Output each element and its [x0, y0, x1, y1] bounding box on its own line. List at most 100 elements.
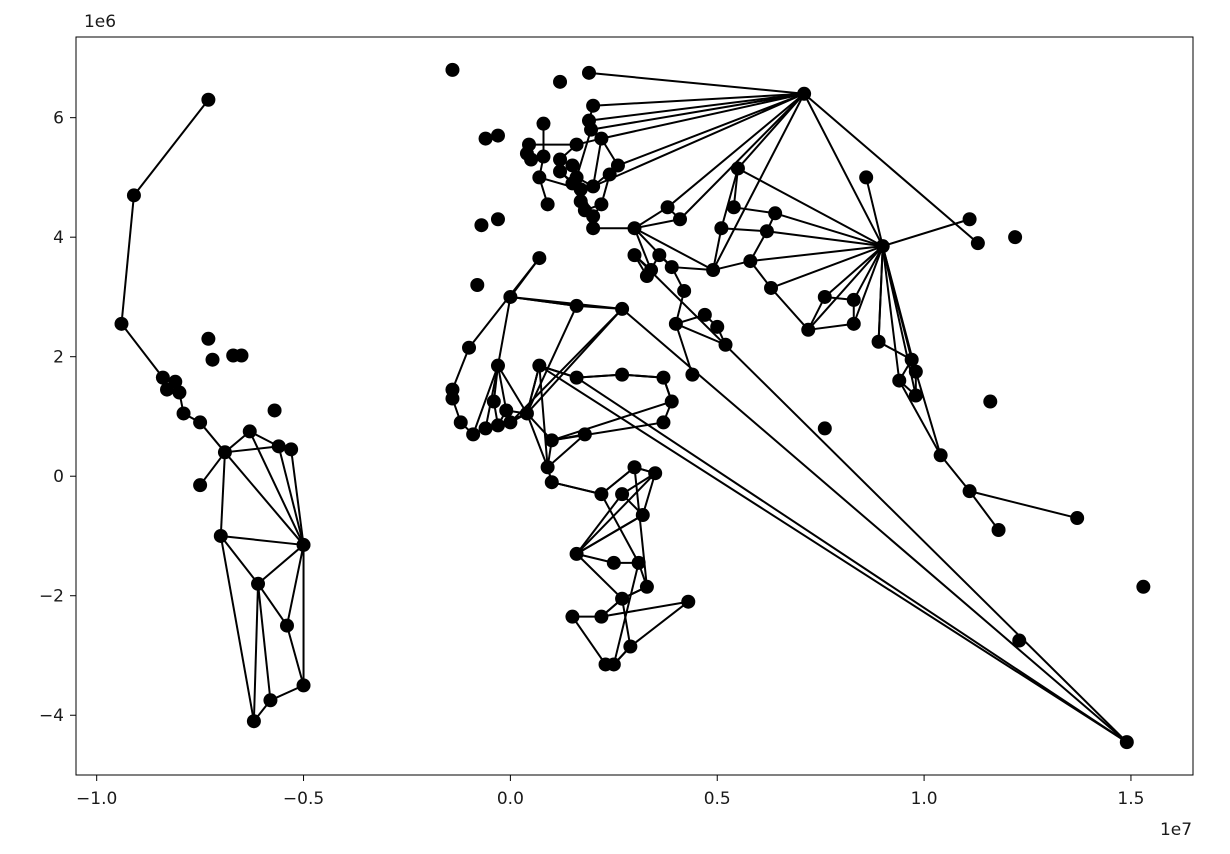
- graph-edge: [774, 212, 884, 248]
- data-point: [205, 352, 220, 367]
- data-point: [445, 62, 460, 77]
- data-point: [445, 391, 460, 406]
- graph-edge: [770, 245, 884, 289]
- data-point: [519, 406, 534, 421]
- data-point: [933, 448, 948, 463]
- data-point: [664, 394, 679, 409]
- graph-edge: [898, 380, 942, 456]
- data-point: [908, 388, 923, 403]
- graph-edge: [526, 413, 549, 468]
- graph-edge: [546, 433, 586, 469]
- data-point: [635, 508, 650, 523]
- graph-edge: [641, 472, 657, 516]
- graph-edge: [600, 466, 636, 495]
- data-point: [797, 86, 812, 101]
- data-point: [759, 224, 774, 239]
- x-axis: −1.0 −0.5 0.0 0.5 1.0 1.5: [76, 775, 1144, 809]
- data-point: [1070, 511, 1085, 526]
- data-point: [581, 65, 596, 80]
- graph-edge: [852, 245, 884, 301]
- graph-edge: [277, 446, 305, 546]
- x-offset-label: 1e7: [1160, 820, 1192, 840]
- graph-edge: [575, 472, 656, 555]
- data-point: [217, 445, 232, 460]
- y-tick-label: −4: [39, 706, 64, 726]
- graph-edge: [593, 92, 805, 107]
- data-point: [490, 128, 505, 143]
- y-tick-label: 6: [53, 109, 64, 129]
- data-point: [648, 466, 663, 481]
- data-point: [685, 367, 700, 382]
- data-point: [522, 137, 537, 152]
- data-point: [553, 74, 568, 89]
- data-point: [284, 442, 299, 457]
- data-point: [499, 403, 514, 418]
- graph-edge: [633, 254, 1128, 743]
- data-point: [908, 364, 923, 379]
- graph-edge: [224, 451, 305, 546]
- data-point: [664, 260, 679, 275]
- data-point: [710, 319, 725, 334]
- graph-edge: [496, 296, 512, 366]
- data-point: [677, 283, 692, 298]
- data-point: [193, 478, 208, 493]
- y-tick-label: 4: [53, 228, 64, 248]
- graph-edge: [737, 93, 805, 170]
- graph-edge: [538, 364, 1128, 743]
- data-point: [681, 594, 696, 609]
- graph-edge: [576, 373, 623, 379]
- data-point: [114, 316, 129, 331]
- data-point: [606, 657, 621, 672]
- data-point: [983, 394, 998, 409]
- graph-edge: [526, 305, 578, 414]
- graph-edge: [617, 92, 805, 167]
- data-point: [490, 212, 505, 227]
- data-point: [627, 248, 642, 263]
- graph-edge: [588, 71, 805, 95]
- data-point: [176, 406, 191, 421]
- graph-edge: [219, 535, 255, 722]
- data-point: [296, 537, 311, 552]
- data-point: [606, 555, 621, 570]
- data-point: [586, 221, 601, 236]
- data-point: [615, 367, 630, 382]
- data-point: [126, 188, 141, 203]
- x-tick-label: 1.0: [911, 789, 938, 809]
- graph-edge: [803, 93, 979, 244]
- graph-edge: [824, 245, 884, 298]
- data-point: [168, 374, 183, 389]
- data-point: [631, 555, 646, 570]
- data-point: [594, 487, 609, 502]
- data-point: [817, 421, 832, 436]
- data-point: [565, 609, 580, 624]
- graph-edge: [472, 365, 499, 435]
- graph-edge: [510, 295, 623, 310]
- data-point: [486, 394, 501, 409]
- graph-edge: [590, 92, 805, 131]
- graph-edge: [290, 449, 305, 546]
- data-point: [656, 415, 671, 430]
- data-point: [569, 370, 584, 385]
- graph-edge: [865, 177, 884, 247]
- data-point: [478, 421, 493, 436]
- data-point: [697, 307, 712, 322]
- graph-edge: [592, 138, 603, 187]
- data-point: [532, 251, 547, 266]
- data-point: [892, 373, 907, 388]
- data-point: [474, 218, 489, 233]
- graph-edge: [612, 562, 640, 665]
- graph-edge: [633, 227, 652, 271]
- data-point: [251, 576, 266, 591]
- graph-edge: [220, 534, 304, 546]
- graph-edge: [497, 365, 528, 414]
- graph-edge: [712, 228, 723, 271]
- x-tick-label: 0.0: [497, 789, 524, 809]
- graph-edge: [679, 93, 805, 220]
- data-point: [1119, 735, 1134, 750]
- graph-edge: [571, 616, 607, 666]
- x-tick-label: 1.5: [1117, 789, 1144, 809]
- data-point: [532, 358, 547, 373]
- graph-edge: [914, 371, 942, 456]
- graph-edge: [720, 168, 739, 229]
